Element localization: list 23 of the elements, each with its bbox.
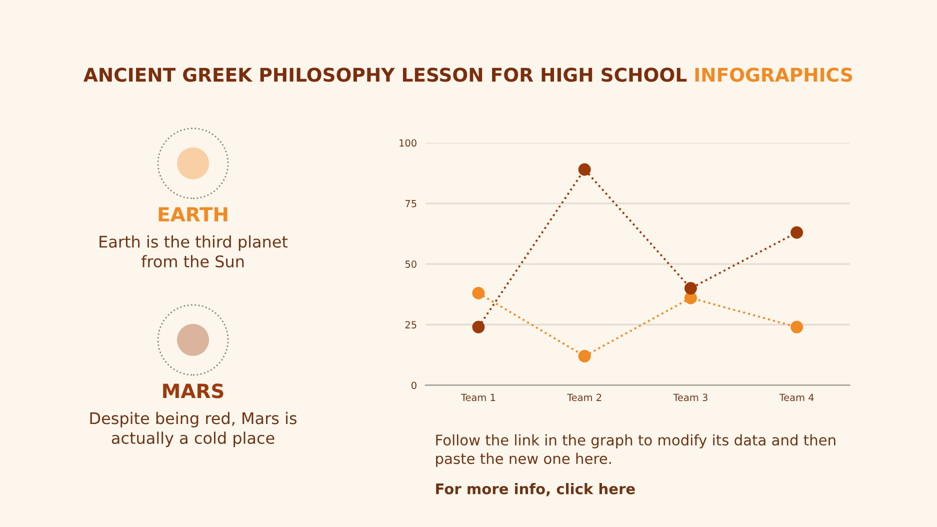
text: EARTH: [158, 207, 228, 222]
point: [790, 226, 804, 239]
x-tick-label: Team 2: [567, 394, 602, 402]
y-tick-label: 25: [405, 321, 416, 328]
y-tick-label: 75: [405, 200, 416, 208]
point: [578, 350, 591, 362]
y-tick-label: 0: [412, 382, 416, 390]
point: [790, 320, 804, 334]
x-tick-label: Team 3: [673, 394, 708, 402]
text: Follow the link in the graph to modify its data and then paste the new one here.: [436, 434, 836, 467]
point: [578, 163, 591, 176]
point: [684, 282, 697, 295]
x-tick-label: Team 4: [779, 394, 814, 402]
y-tick-label: 50: [405, 260, 416, 268]
text: Earth is the third planet from the Sun: [100, 235, 288, 268]
point: [472, 286, 485, 300]
text: MARS: [163, 384, 224, 398]
text: Despite being red, Mars is actually a cold place: [90, 412, 297, 448]
y-tick-label: 100: [400, 139, 416, 147]
x-tick-label: Team 1: [460, 394, 496, 402]
text: For more info, click here: [436, 483, 635, 496]
chart-title: ANCIENT GREEK PHILOSOPHY LESSON FOR HIGH SCHOOL INFOGRAPHICS: [83, 68, 852, 82]
point: [472, 320, 485, 334]
